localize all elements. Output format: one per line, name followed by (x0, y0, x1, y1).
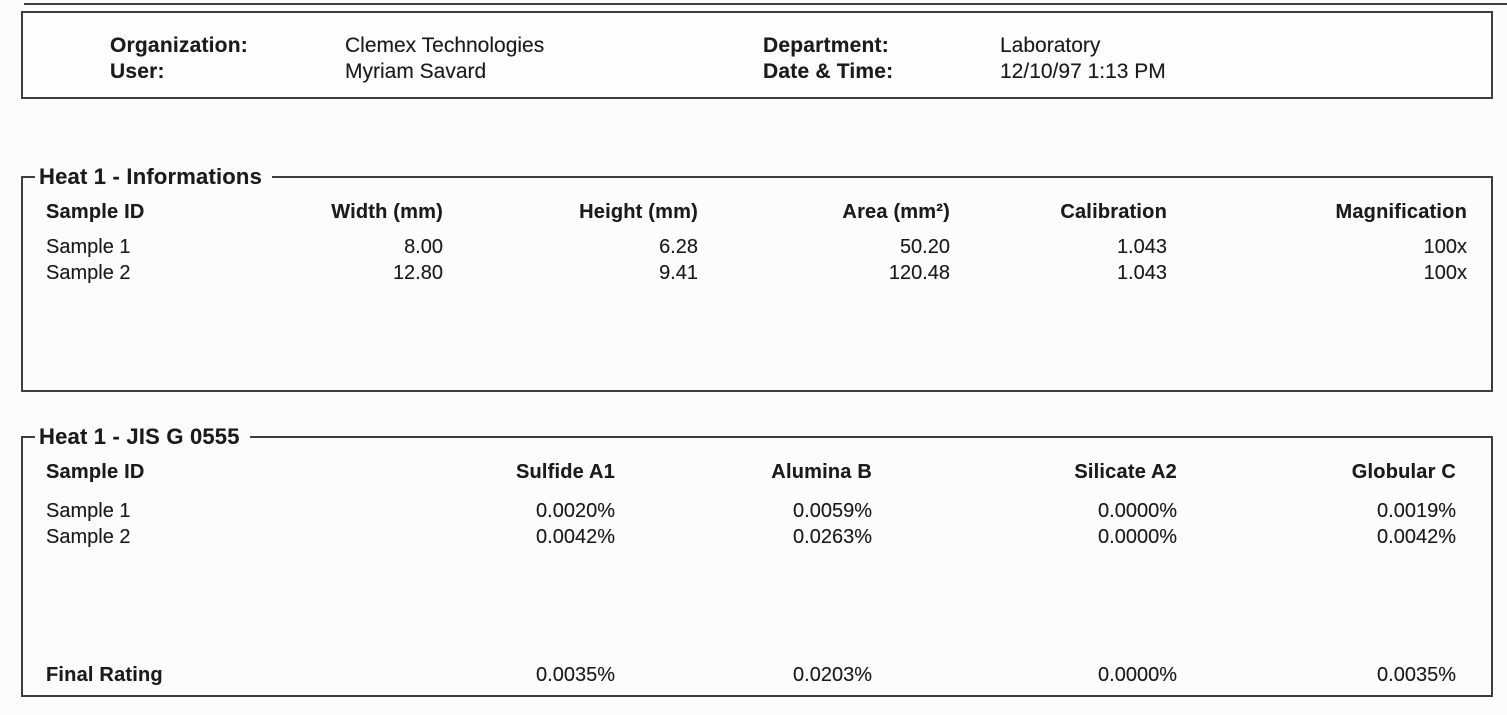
table-cell: 0.0263% (793, 526, 872, 548)
table-cell: 0.0059% (793, 500, 872, 522)
final-rating-label: Final Rating (46, 664, 163, 686)
table-cell: Sample 2 (46, 262, 131, 284)
table-cell: 0.0042% (536, 526, 615, 548)
column-header-globular-c: Globular C (1351, 461, 1456, 483)
column-header-silicate-a2: Silicate A2 (1074, 461, 1177, 483)
table-cell: 100x (1423, 236, 1467, 258)
department-value: Laboratory (1000, 34, 1101, 57)
user-row: User: Myriam Savard (110, 59, 544, 85)
department-row: Department: Laboratory (763, 33, 1166, 59)
section-heat1-informations: Heat 1 - Informations Sample ID Width (m… (21, 163, 1493, 392)
jis-table-header-row: Sample ID Sulfide A1 Alumina B Silicate … (46, 460, 1456, 498)
table-cell: 1.043 (1116, 236, 1167, 258)
table-cell: 9.41 (659, 262, 698, 284)
table-cell: 0.0019% (1377, 500, 1456, 522)
sample1-info-row: Sample 1 8.00 6.28 50.20 1.043 100x (46, 234, 1467, 260)
report-header-box: Organization: Clemex Technologies User: … (21, 11, 1493, 99)
table-cell: 1.043 (1116, 262, 1167, 284)
user-label: User: (110, 60, 165, 83)
sample1-rating-row: Sample 1 0.0020% 0.0059% 0.0000% 0.0019% (46, 498, 1456, 524)
final-rating-value: 0.0203% (793, 664, 872, 686)
table-cell: 0.0042% (1377, 526, 1456, 548)
final-rating-value: 0.0035% (1377, 664, 1456, 686)
column-header-sample-id: Sample ID (46, 461, 145, 483)
table-cell: 100x (1423, 262, 1467, 284)
column-header-height: Height (mm) (579, 201, 698, 223)
table-cell: 50.20 (899, 236, 950, 258)
section-heat1-jis-g-0555: Heat 1 - JIS G 0555 Sample ID Sulfide A1… (21, 423, 1493, 697)
table-cell: Sample 1 (46, 236, 131, 258)
organization-value: Clemex Technologies (345, 34, 545, 57)
table-cell: 6.28 (659, 236, 698, 258)
final-rating-value: 0.0000% (1098, 664, 1177, 686)
column-header-sulfide-a1: Sulfide A1 (515, 461, 615, 483)
table-cell: 12.80 (392, 262, 443, 284)
datetime-label: Date & Time: (763, 60, 894, 83)
organization-row: Organization: Clemex Technologies (110, 33, 544, 59)
section1-title: Heat 1 - Informations (35, 163, 273, 191)
header-right-fields: Department: Laboratory Date & Time: 12/1… (763, 33, 1166, 85)
datetime-value: 12/10/97 1:13 PM (1000, 60, 1166, 83)
sample2-info-row: Sample 2 12.80 9.41 120.48 1.043 100x (46, 260, 1467, 286)
table-cell: Sample 2 (46, 526, 131, 548)
table-cell: Sample 1 (46, 500, 131, 522)
datetime-row: Date & Time: 12/10/97 1:13 PM (763, 59, 1166, 85)
department-label: Department: (763, 34, 889, 57)
column-header-magnification: Magnification (1335, 201, 1467, 223)
final-rating-row: Final Rating 0.0035% 0.0203% 0.0000% 0.0… (46, 550, 1456, 688)
column-header-alumina-b: Alumina B (771, 461, 872, 483)
table-cell: 120.48 (888, 262, 950, 284)
samples-info-table: Sample ID Width (mm) Height (mm) Area (m… (46, 200, 1467, 286)
column-header-area: Area (mm²) (842, 201, 950, 223)
info-table-header-row: Sample ID Width (mm) Height (mm) Area (m… (46, 200, 1467, 234)
table-cell: 0.0020% (536, 500, 615, 522)
sample2-rating-row: Sample 2 0.0042% 0.0263% 0.0000% 0.0042% (46, 524, 1456, 550)
page-top-rule (24, 3, 1507, 5)
column-header-width: Width (mm) (331, 201, 443, 223)
column-header-calibration: Calibration (1060, 201, 1167, 223)
table-cell: 0.0000% (1098, 500, 1177, 522)
table-cell: 0.0000% (1098, 526, 1177, 548)
jis-ratings-table: Sample ID Sulfide A1 Alumina B Silicate … (46, 460, 1456, 688)
user-value: Myriam Savard (345, 60, 487, 83)
section2-title: Heat 1 - JIS G 0555 (35, 423, 250, 451)
column-header-sample-id: Sample ID (46, 201, 145, 223)
header-left-fields: Organization: Clemex Technologies User: … (110, 33, 544, 85)
table-cell: 8.00 (404, 236, 443, 258)
organization-label: Organization: (110, 34, 248, 57)
final-rating-value: 0.0035% (536, 664, 615, 686)
